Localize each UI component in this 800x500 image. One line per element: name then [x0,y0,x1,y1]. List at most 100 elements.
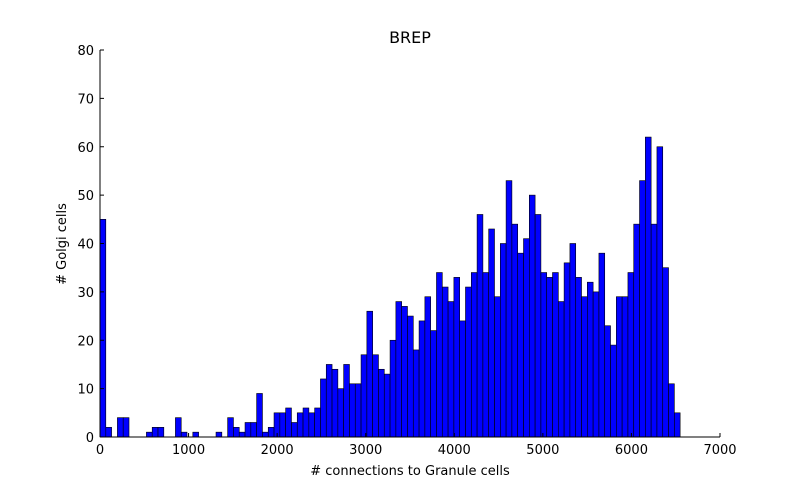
histogram-bar [656,146,664,438]
y-tick-label: 20 [77,334,94,349]
histogram-bar [279,412,286,438]
histogram-bar [296,412,304,438]
histogram-bar [563,262,571,438]
histogram-bar [360,354,368,438]
y-tick-label: 70 [77,92,94,107]
histogram-bar [343,364,350,438]
histogram-bar [424,296,431,438]
histogram-bar [320,378,327,438]
histogram-bar [558,301,565,438]
y-tick-label: 40 [77,238,94,253]
histogram-bar [523,238,530,438]
histogram-bar [650,223,658,438]
y-tick-label: 10 [77,383,94,398]
histogram-bar [314,407,321,438]
histogram-bar [674,412,681,438]
x-ticks: 0 1000 2000 3000 4000 5000 6000 7000 [96,433,737,458]
histogram-bar [250,422,257,438]
bars-group [99,136,681,438]
y-tick-label: 30 [77,286,94,301]
histogram-bar [244,422,252,438]
histogram-bar [105,427,112,438]
histogram-bar [575,277,582,438]
x-tick-label: 5000 [526,443,559,458]
histogram-bar [592,291,600,438]
histogram-bar [389,339,397,438]
histogram-bar [633,223,640,438]
histogram-bar [157,427,165,438]
histogram-bar [534,214,542,438]
histogram-bar [645,136,652,438]
histogram-bar [494,296,501,438]
y-tick-label: 0 [86,431,94,446]
histogram-bar [146,431,153,438]
histogram-bar [401,306,408,438]
histogram-bar [227,417,234,438]
histogram-bar [436,272,443,438]
histogram-bar [546,277,553,438]
histogram-bar [621,296,629,438]
histogram-bar [378,368,385,438]
histogram-bar [499,243,507,438]
histogram-bar [192,431,199,438]
histogram-bar [308,412,315,438]
histogram-bar [267,427,275,438]
histogram-bar [552,272,559,438]
x-tick-label: 1000 [172,443,205,458]
histogram-bar [354,383,362,438]
histogram-bar [412,349,420,438]
histogram-bar [453,277,460,438]
histogram-bar [581,296,588,438]
histogram-bar [447,301,455,438]
histogram-bar [668,383,675,438]
histogram-bar [604,325,611,438]
histogram-bar [465,286,472,438]
histogram-bar [383,373,391,438]
y-ticks: 0 10 20 30 40 50 60 70 80 [77,44,104,446]
y-axis-title: # Golgi cells [55,203,70,285]
histogram-bar [151,427,159,438]
histogram-bar [540,272,548,438]
x-tick-label: 0 [96,443,104,458]
histogram-bar [616,296,623,438]
histogram-bar [598,252,606,438]
histogram-bar [238,431,246,438]
x-tick-label: 7000 [703,443,736,458]
x-tick-label: 2000 [261,443,294,458]
histogram-bar [441,286,449,438]
histogram-bar [337,388,344,438]
histogram-bar [372,354,379,438]
histogram-bar [285,407,292,438]
histogram-bar [459,320,466,438]
histogram-bar [262,431,269,438]
histogram-bar [117,417,124,438]
histogram-bar [511,223,519,438]
histogram-bar [349,383,356,438]
histogram-bar [569,243,577,438]
histogram-bar [99,219,107,438]
y-tick-label: 80 [77,44,94,59]
histogram-bar [366,310,373,438]
histogram-bar [215,431,223,438]
histogram-bar [639,180,646,438]
histogram-bar [395,301,402,438]
histogram-bar [302,407,310,438]
histogram-bar [291,422,298,438]
histogram-bar [407,315,414,438]
histogram-bar [233,427,240,438]
histogram-bar [325,364,333,438]
histogram-bar [122,417,130,438]
histogram-bar [430,330,437,438]
histogram-bar [488,228,495,438]
histogram-bar [627,272,635,438]
x-axis-title: # connections to Granule cells [310,464,510,479]
x-tick-label: 6000 [615,443,648,458]
histogram-bar [331,368,339,438]
histogram-bar [482,272,489,438]
y-tick-label: 60 [77,141,94,156]
chart-title: BREP [389,28,431,47]
histogram-bar [256,393,263,438]
histogram-bar [418,320,426,438]
histogram-bar [517,252,524,438]
